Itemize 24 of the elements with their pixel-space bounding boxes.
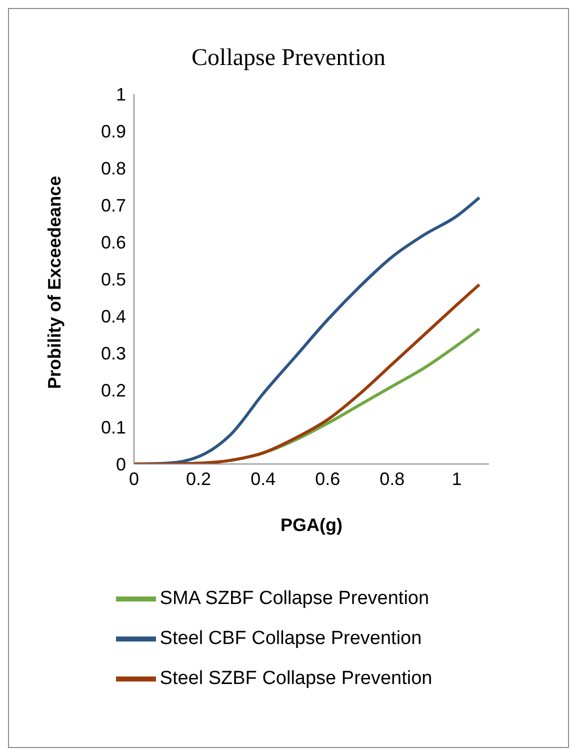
legend-label: SMA SZBF Collapse Prevention: [160, 588, 430, 610]
y-tick-label: 0.3: [100, 343, 126, 364]
y-tick-label: 0.1: [100, 417, 126, 438]
x-tick-label: 1: [452, 468, 462, 489]
line-series: [134, 283, 481, 464]
x-tick-label: 0.2: [186, 468, 212, 489]
y-tick-label: 1: [116, 84, 126, 104]
y-tick-label: 0.9: [100, 121, 126, 142]
y-tick-label: 0.8: [100, 158, 126, 178]
legend-label: Steel CBF Collapse Prevention: [160, 628, 422, 650]
x-axis-title: PGA(g): [280, 515, 342, 535]
chart-title: Collapse Prevention: [190, 45, 386, 72]
y-tick-label: 0.2: [100, 380, 126, 400]
y-axis-title: Probility of Exceedeance: [44, 176, 64, 389]
x-tick-label: 0.6: [315, 468, 340, 489]
y-tick-label: 0.7: [100, 195, 126, 216]
y-tick-label: 0.5: [100, 269, 126, 290]
y-tick-label: 0: [116, 454, 126, 474]
legend-label: Steel SZBF Collapse Prevention: [160, 668, 432, 690]
y-tick-label: 0.4: [100, 306, 126, 326]
x-tick-label: 0.8: [380, 468, 405, 489]
y-tick-label: 0.6: [100, 232, 126, 252]
x-tick-label: 0.4: [250, 468, 276, 489]
x-tick-label: 0: [128, 468, 140, 489]
